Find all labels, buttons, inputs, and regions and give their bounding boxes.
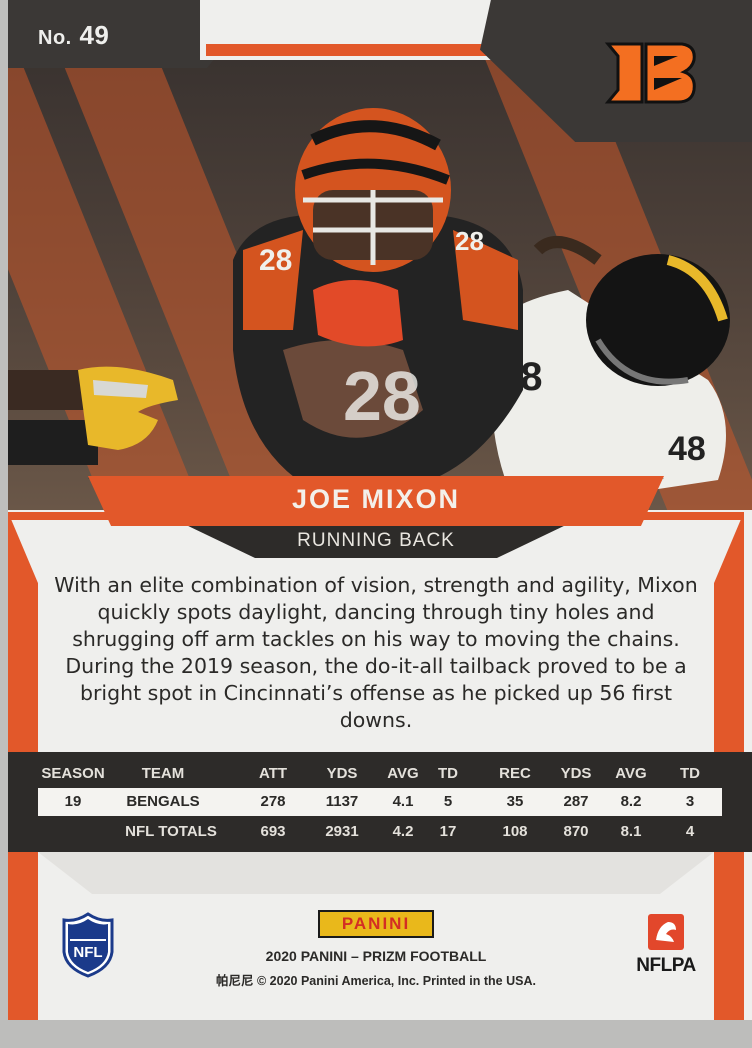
svg-text:48: 48	[668, 430, 706, 468]
stats-cell: 870	[563, 823, 589, 840]
stats-cell: 17	[439, 823, 457, 840]
stats-cell: 19	[64, 793, 82, 810]
stats-header-rec: REC	[499, 765, 531, 782]
stats-header-rec-yds: YDS	[560, 765, 592, 782]
svg-text:NFL: NFL	[73, 944, 102, 961]
stats-cell: 3	[685, 793, 695, 810]
stats-table: SEASON TEAM ATT YDS AVG TD REC YDS AVG T…	[8, 752, 752, 852]
copyright-line: 帕尼尼 © 2020 Panini America, Inc. Printed …	[216, 974, 536, 988]
opponent-glove-icon	[8, 366, 178, 465]
stats-cell: 2931	[325, 823, 359, 840]
stats-header-rec-avg: AVG	[615, 765, 647, 782]
stats-cell: BENGALS	[126, 793, 200, 810]
stats-cell: 287	[563, 793, 589, 810]
top-bar-stripe	[206, 44, 516, 56]
name-plate	[88, 476, 664, 526]
card-number: No. 49	[38, 20, 109, 51]
svg-text:28: 28	[343, 357, 421, 435]
orange-trim-left	[8, 512, 118, 520]
stats-cell: 35	[506, 793, 524, 810]
bengals-player-figure: 28 28 28	[233, 108, 523, 490]
stats-header-rush-avg: AVG	[387, 765, 419, 782]
stats-cell: 108	[502, 823, 528, 840]
svg-text:28: 28	[259, 244, 292, 277]
nflpa-label: NFLPA	[636, 955, 696, 976]
stats-cell: 4.1	[392, 793, 414, 810]
svg-text:28: 28	[455, 226, 484, 256]
stats-cell: 278	[260, 793, 286, 810]
stats-header-rec-td: TD	[680, 765, 700, 782]
stats-header-team: TEAM	[141, 765, 185, 782]
nflpa-logo-icon	[648, 914, 684, 950]
stats-cell: 8.1	[620, 823, 642, 840]
nfl-shield-logo-icon: NFL	[62, 912, 114, 978]
card-number-value: 49	[79, 20, 110, 50]
stats-header-row: SEASON TEAM ATT YDS AVG TD REC YDS AVG T…	[8, 760, 752, 788]
stats-cell: 693	[260, 823, 286, 840]
trading-card-back: 48 48 28 28 28 No. 49	[0, 0, 752, 1020]
stats-cell: 8.2	[620, 793, 642, 810]
panini-badge: PANINI	[318, 910, 434, 938]
stats-cell: 4.2	[392, 823, 414, 840]
card-number-prefix: No.	[38, 27, 72, 49]
brand-line: 2020 PANINI – PRIZM FOOTBALL	[265, 948, 487, 964]
scan-background	[0, 1020, 752, 1048]
bengals-b-logo-icon	[604, 42, 696, 104]
stats-cell: 5	[443, 793, 453, 810]
lower-panel	[38, 852, 714, 894]
stats-cell: 4	[685, 823, 695, 840]
stats-header-season: SEASON	[41, 765, 105, 782]
player-position: RUNNING BACK	[297, 530, 455, 551]
stats-header-rush-yds: YDS	[326, 765, 358, 782]
card-edge	[0, 0, 8, 1020]
orange-trim-right	[634, 512, 744, 520]
stats-header-att: ATT	[258, 765, 288, 782]
stats-row-totals: NFL TOTALS 693 2931 4.2 17 108 870 8.1 4	[8, 818, 752, 846]
player-bio: With an elite combination of vision, str…	[54, 573, 698, 732]
panini-badge-text: PANINI	[341, 914, 411, 933]
stats-row-season: 19 BENGALS 278 1137 4.1 5 35 287 8.2 3	[38, 788, 722, 816]
stats-header-rush-td: TD	[438, 765, 458, 782]
stats-cell: NFL TOTALS	[125, 823, 217, 840]
player-name: JOE MIXON	[291, 484, 461, 514]
stats-cell: 1137	[325, 793, 359, 810]
